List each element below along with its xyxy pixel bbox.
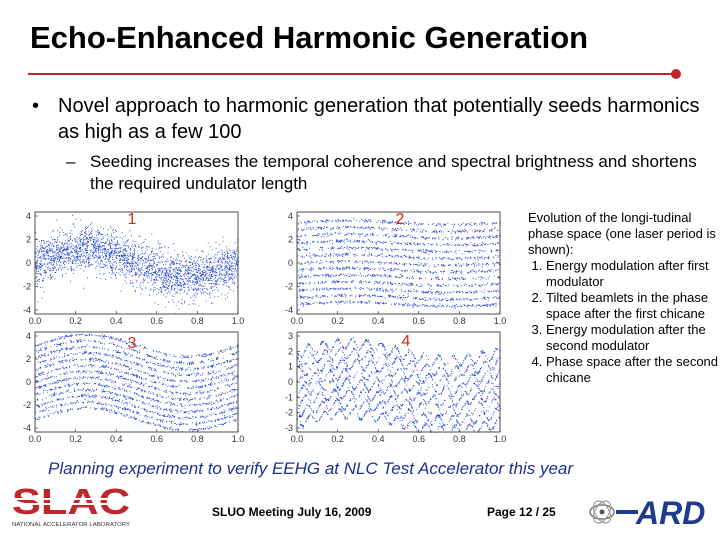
y-tick-label: -4 [23,423,31,433]
scatter-points [35,333,239,432]
x-tick-label: 1.0 [232,316,245,326]
plot-description-intro: Evolution of the longi-tudinal phase spa… [528,210,716,257]
panel-label: 1 [128,211,137,228]
scatter-points [297,337,501,433]
y-tick-label: 3 [288,331,293,341]
x-tick-label: 0.0 [291,434,304,444]
x-tick-label: 0.4 [372,434,385,444]
y-tick-label: -4 [285,305,293,315]
description-item-1: Energy modulation after first modulator [546,258,718,290]
y-tick-label: -2 [23,282,31,292]
ard-logo: ARD [589,495,705,531]
planning-note: Planning experiment to verify EEHG at NL… [48,459,574,478]
x-tick-label: 0.6 [151,316,164,326]
phase-space-panel-3: 0.0 0.2 0.4 0.6 0.8 1.0 4 2 0 -2 -4 3 [23,331,244,444]
x-tick-label: 0.8 [191,316,204,326]
phase-space-panel-1: 0.0 0.2 0.4 0.6 0.8 1.0 4 2 0 -2 -4 1 [23,211,244,326]
title-underline-dot [671,69,681,79]
panel-label: 4 [402,333,411,350]
footer-page-number: Page 12 / 25 [487,505,556,519]
description-item-2: Tilted beamlets in the phase space after… [546,290,718,322]
ard-logo-text: ARD [635,495,705,531]
panel-label: 2 [396,211,405,228]
bullet-sub-text: Seeding increases the temporal coherence… [90,152,697,193]
y-tick-label: -3 [285,423,293,433]
description-item-3: Energy modulation after the second modul… [546,322,718,354]
y-tick-label: 2 [26,354,31,364]
x-tick-label: 0.4 [110,316,123,326]
y-tick-label: 0 [26,377,31,387]
footer-meeting: SLUO Meeting July 16, 2009 [212,505,372,519]
y-tick-label: -2 [285,408,293,418]
sub-bullet-marker: – [66,152,76,171]
description-item-4: Phase space after the second chicane [546,354,718,386]
scatter-points [35,214,239,315]
bullet-main-text: Novel approach to harmonic generation th… [58,95,700,143]
y-tick-label: 4 [26,211,31,221]
panel-label: 3 [128,335,137,352]
x-tick-label: 0.2 [69,316,82,326]
phase-space-panel-4: 0.0 0.2 0.4 0.6 0.8 1.0 3 2 1 0 -1 -2 -3 4 [285,331,506,444]
plot-description: Evolution of the longi-tudinal phase spa… [528,210,718,386]
y-tick-label: 0 [26,258,31,268]
y-tick-label: -1 [285,392,293,402]
slac-logo: SLAC NATIONAL ACCELERATOR LABORATORY [12,484,130,528]
y-tick-label: 0 [288,377,293,387]
x-tick-label: 1.0 [232,434,245,444]
phase-space-panel-2: 0.0 0.2 0.4 0.6 0.8 1.0 4 2 0 -2 -4 2 [285,211,506,326]
x-tick-label: 0.4 [372,316,385,326]
x-tick-label: 0.0 [29,316,42,326]
y-tick-label: 4 [26,331,31,341]
y-tick-label: -4 [23,305,31,315]
x-tick-label: 0.8 [191,434,204,444]
x-tick-label: 0.8 [453,316,466,326]
x-tick-label: 0.2 [331,434,344,444]
y-tick-label: 2 [288,235,293,245]
y-tick-label: 2 [288,346,293,356]
x-tick-label: 0.2 [331,316,344,326]
slide-title: Echo-Enhanced Harmonic Generation [30,20,589,55]
y-tick-label: 1 [288,362,293,372]
x-tick-label: 0.4 [110,434,123,444]
y-tick-label: -2 [285,282,293,292]
y-tick-label: 4 [288,211,293,221]
x-tick-label: 1.0 [494,316,507,326]
y-tick-label: -2 [23,400,31,410]
scatter-points [297,218,501,309]
x-tick-label: 0.2 [69,434,82,444]
slac-logo-subtitle: NATIONAL ACCELERATOR LABORATORY [12,522,130,528]
x-tick-label: 0.6 [151,434,164,444]
y-tick-label: 2 [26,235,31,245]
x-tick-label: 0.0 [291,316,304,326]
x-tick-label: 1.0 [494,434,507,444]
x-tick-label: 0.8 [453,434,466,444]
x-tick-label: 0.0 [29,434,42,444]
y-tick-label: 0 [288,258,293,268]
bullet-marker: • [32,95,40,117]
x-tick-label: 0.6 [413,434,426,444]
plot-description-list: Energy modulation after first modulator … [528,258,718,386]
title-underline [28,73,677,75]
x-tick-label: 0.6 [413,316,426,326]
